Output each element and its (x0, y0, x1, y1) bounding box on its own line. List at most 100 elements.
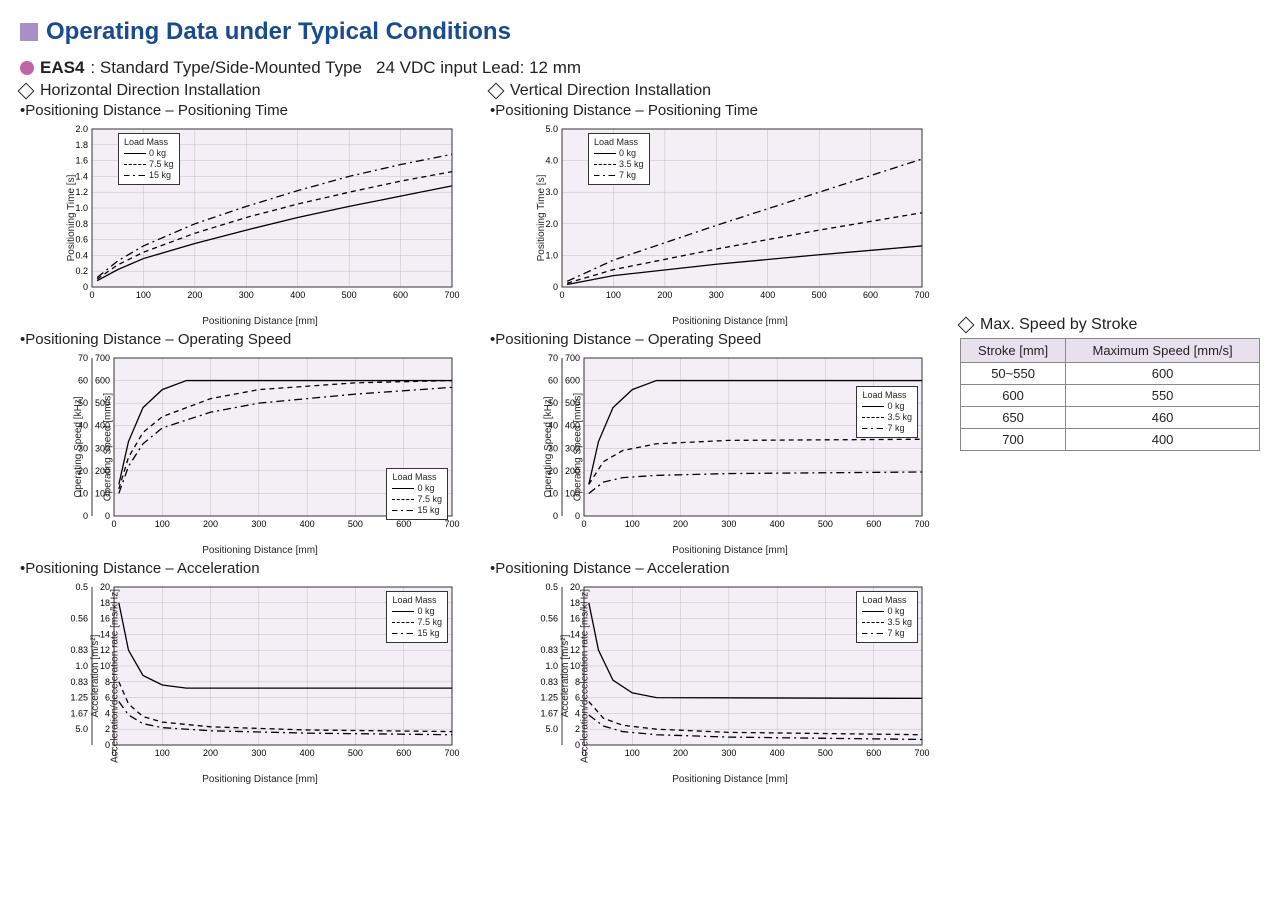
svg-text:500: 500 (818, 748, 833, 758)
svg-text:0.5: 0.5 (545, 582, 558, 592)
chart-v-time: 010020030040050060070001.02.03.04.05.0Po… (530, 123, 930, 313)
svg-text:60: 60 (548, 376, 558, 386)
svg-text:500: 500 (818, 519, 833, 529)
svg-text:0.83: 0.83 (70, 645, 88, 655)
speed-table-panel: Max. Speed by Stroke Stroke [mm]Maximum … (960, 82, 1260, 789)
diamond-icon (488, 83, 505, 100)
model-desc: : Standard Type/Side-Mounted Type (90, 58, 362, 78)
svg-text:500: 500 (348, 519, 363, 529)
svg-text:0: 0 (83, 511, 88, 521)
svg-text:200: 200 (187, 290, 202, 300)
svg-text:5.0: 5.0 (545, 124, 558, 134)
svg-text:100: 100 (155, 748, 170, 758)
svg-text:0: 0 (83, 282, 88, 292)
svg-text:0: 0 (105, 511, 110, 521)
chart-title-v-accel: •Positioning Distance – Acceleration (490, 560, 930, 577)
svg-text:600: 600 (565, 376, 580, 386)
svg-text:3.0: 3.0 (545, 187, 558, 197)
table-header: Stroke [mm] (961, 339, 1066, 363)
svg-text:200: 200 (673, 748, 688, 758)
svg-text:10: 10 (570, 661, 580, 671)
svg-text:600: 600 (863, 290, 878, 300)
svg-text:1.67: 1.67 (540, 708, 558, 718)
svg-text:400: 400 (300, 748, 315, 758)
chart-h-accel: 010020030040050060070005.021.6741.2560.8… (60, 581, 460, 771)
svg-text:300: 300 (709, 290, 724, 300)
speed-table: Stroke [mm]Maximum Speed [mm/s] 50~55060… (960, 338, 1260, 451)
svg-text:600: 600 (866, 519, 881, 529)
svg-text:300: 300 (721, 519, 736, 529)
svg-text:14: 14 (570, 629, 580, 639)
svg-text:1.25: 1.25 (540, 693, 558, 703)
table-row: 650460 (961, 407, 1260, 429)
svg-text:1.0: 1.0 (75, 661, 88, 671)
table-row: 50~550600 (961, 363, 1260, 385)
svg-text:0.56: 0.56 (540, 614, 558, 624)
svg-text:0.83: 0.83 (540, 645, 558, 655)
svg-text:100: 100 (136, 290, 151, 300)
chart-title-v-time: •Positioning Distance – Positioning Time (490, 102, 930, 119)
svg-text:1.2: 1.2 (75, 187, 88, 197)
svg-text:0: 0 (581, 519, 586, 529)
svg-text:4.0: 4.0 (545, 156, 558, 166)
svg-text:500: 500 (348, 748, 363, 758)
svg-text:700: 700 (444, 519, 459, 529)
vertical-column: Vertical Direction Installation •Positio… (490, 82, 930, 789)
svg-text:700: 700 (444, 290, 459, 300)
svg-text:600: 600 (95, 376, 110, 386)
svg-text:700: 700 (444, 748, 459, 758)
svg-text:400: 400 (760, 290, 775, 300)
diamond-icon (18, 83, 35, 100)
vert-section-title: Vertical Direction Installation (510, 82, 711, 100)
svg-text:500: 500 (812, 290, 827, 300)
svg-text:0.56: 0.56 (70, 614, 88, 624)
svg-text:300: 300 (721, 748, 736, 758)
svg-text:700: 700 (95, 353, 110, 363)
svg-text:60: 60 (78, 376, 88, 386)
svg-text:12: 12 (570, 645, 580, 655)
svg-text:0.4: 0.4 (75, 250, 88, 260)
svg-text:16: 16 (570, 614, 580, 624)
svg-text:100: 100 (606, 290, 621, 300)
svg-text:300: 300 (251, 748, 266, 758)
horiz-section-title: Horizontal Direction Installation (40, 82, 261, 100)
model-bullet-icon (20, 61, 34, 75)
svg-text:700: 700 (914, 519, 929, 529)
svg-text:1.67: 1.67 (70, 708, 88, 718)
svg-text:100: 100 (625, 519, 640, 529)
svg-text:5.0: 5.0 (75, 724, 88, 734)
svg-text:600: 600 (396, 748, 411, 758)
svg-text:200: 200 (657, 290, 672, 300)
svg-text:18: 18 (100, 598, 110, 608)
svg-text:100: 100 (625, 748, 640, 758)
svg-text:0.83: 0.83 (540, 677, 558, 687)
svg-text:1.0: 1.0 (545, 250, 558, 260)
svg-text:12: 12 (100, 645, 110, 655)
svg-text:0: 0 (553, 511, 558, 521)
svg-text:100: 100 (155, 519, 170, 529)
svg-text:200: 200 (673, 519, 688, 529)
svg-text:0.83: 0.83 (70, 677, 88, 687)
svg-text:70: 70 (548, 353, 558, 363)
diamond-icon (958, 317, 975, 334)
svg-text:20: 20 (100, 582, 110, 592)
chart-title-v-speed: •Positioning Distance – Operating Speed (490, 331, 930, 348)
svg-text:400: 400 (770, 519, 785, 529)
input-spec: 24 VDC input Lead: 12 mm (376, 58, 581, 78)
svg-text:10: 10 (100, 661, 110, 671)
chart-v-accel: 010020030040050060070005.021.6741.2560.8… (530, 581, 930, 771)
speed-table-title: Max. Speed by Stroke (980, 316, 1137, 334)
svg-text:1.4: 1.4 (75, 171, 88, 181)
svg-text:600: 600 (393, 290, 408, 300)
svg-text:1.6: 1.6 (75, 156, 88, 166)
svg-text:0.8: 0.8 (75, 219, 88, 229)
svg-text:400: 400 (770, 748, 785, 758)
svg-text:0: 0 (111, 519, 116, 529)
svg-text:0: 0 (553, 282, 558, 292)
page-title: Operating Data under Typical Conditions (46, 18, 511, 46)
chart-h-speed: 0100200300400500600700001010020200303004… (60, 352, 460, 542)
svg-text:700: 700 (565, 353, 580, 363)
svg-text:0: 0 (575, 511, 580, 521)
section-square-icon (20, 23, 38, 41)
svg-text:300: 300 (239, 290, 254, 300)
